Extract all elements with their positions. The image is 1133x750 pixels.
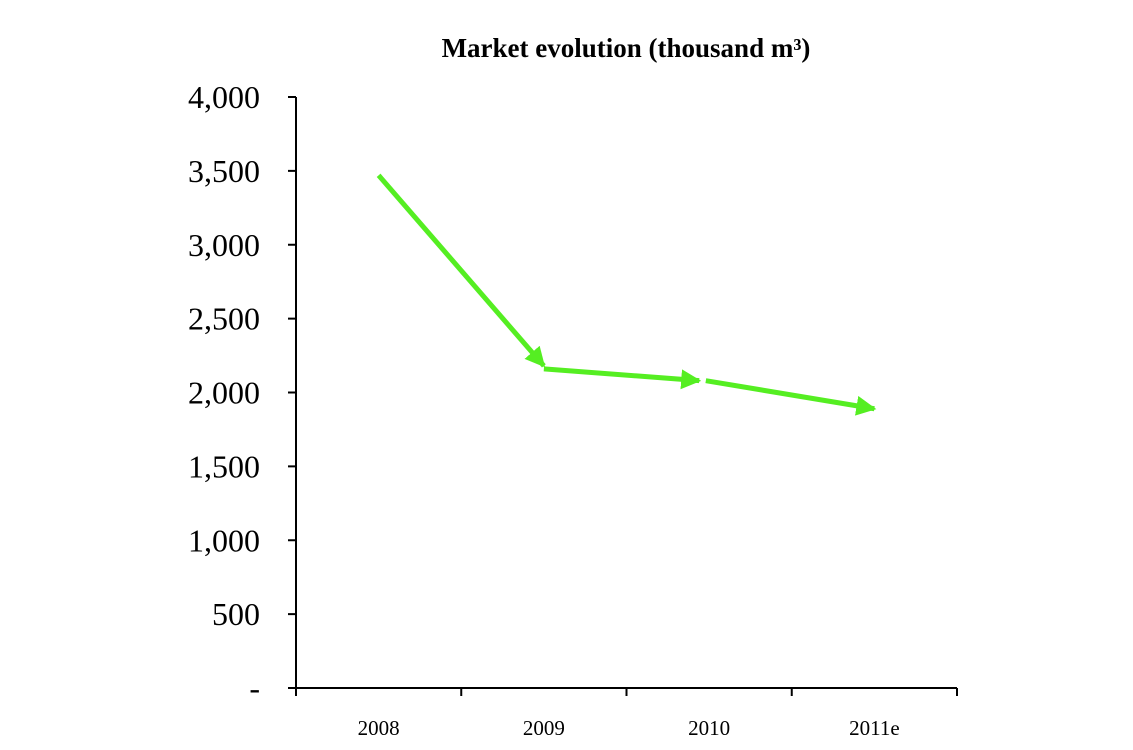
series-arrow-segment xyxy=(705,378,877,416)
x-tick-label: 2008 xyxy=(358,716,400,740)
x-tick-labels: 2008 2009 2010 2011e xyxy=(358,716,900,740)
y-tick-label: 1,000 xyxy=(188,522,260,558)
x-tick-label: 2011e xyxy=(849,716,900,740)
series-arrows xyxy=(376,173,877,416)
y-tick-label: 3,000 xyxy=(188,227,260,263)
chart-title: Market evolution (thousand m³) xyxy=(442,33,811,63)
y-tick-label: 2,000 xyxy=(188,375,260,411)
y-tick-label: 4,000 xyxy=(188,79,260,115)
series-arrow-segment xyxy=(376,173,546,368)
y-tick-label: 3,500 xyxy=(188,153,260,189)
y-tick-label: 2,500 xyxy=(188,301,260,337)
x-tick-label: 2010 xyxy=(688,716,730,740)
x-tick-label: 2009 xyxy=(523,716,565,740)
y-tick-label: 1,500 xyxy=(188,448,260,484)
y-tick-labels: - 500 1,000 1,500 2,000 2,500 3,000 3,500 4,000 xyxy=(188,79,260,706)
y-tick-label: - xyxy=(249,670,260,706)
series-arrow-segment xyxy=(543,366,702,390)
axis-ticks xyxy=(288,96,958,696)
y-tick-label: 500 xyxy=(212,596,260,632)
